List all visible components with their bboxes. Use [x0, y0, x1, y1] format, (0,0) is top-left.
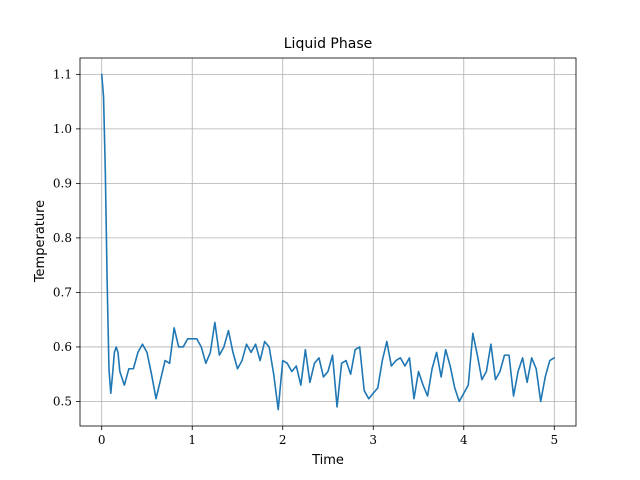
y-tick-label: 0.5	[53, 394, 72, 408]
x-tick-label: 3	[369, 433, 377, 447]
x-tick-label: 1	[188, 433, 196, 447]
grid-layer	[80, 58, 576, 426]
plot-frame	[79, 57, 577, 427]
y-tick-label: 0.7	[53, 285, 72, 299]
x-axis-label: Time	[311, 453, 344, 468]
tick-layer: 0 1 2 3 4 5 0.5 0.6 0.7 0.8 0.9 1.0 1.1	[53, 67, 558, 447]
y-tick-label: 1.1	[53, 67, 72, 81]
x-tick-label: 5	[550, 433, 558, 447]
series-line	[100, 73, 556, 411]
y-tick-label: 0.6	[53, 340, 72, 354]
y-tick-label: 0.9	[53, 176, 72, 190]
x-tick-label: 0	[98, 433, 106, 447]
y-tick-label: 1.0	[53, 122, 72, 136]
x-tick-label: 2	[279, 433, 287, 447]
series-layer	[100, 73, 556, 411]
y-tick-label: 0.8	[53, 231, 72, 245]
chart-title: Liquid Phase	[284, 36, 372, 52]
y-axis-label: Temperature	[33, 200, 48, 283]
x-tick-label: 4	[460, 433, 468, 447]
